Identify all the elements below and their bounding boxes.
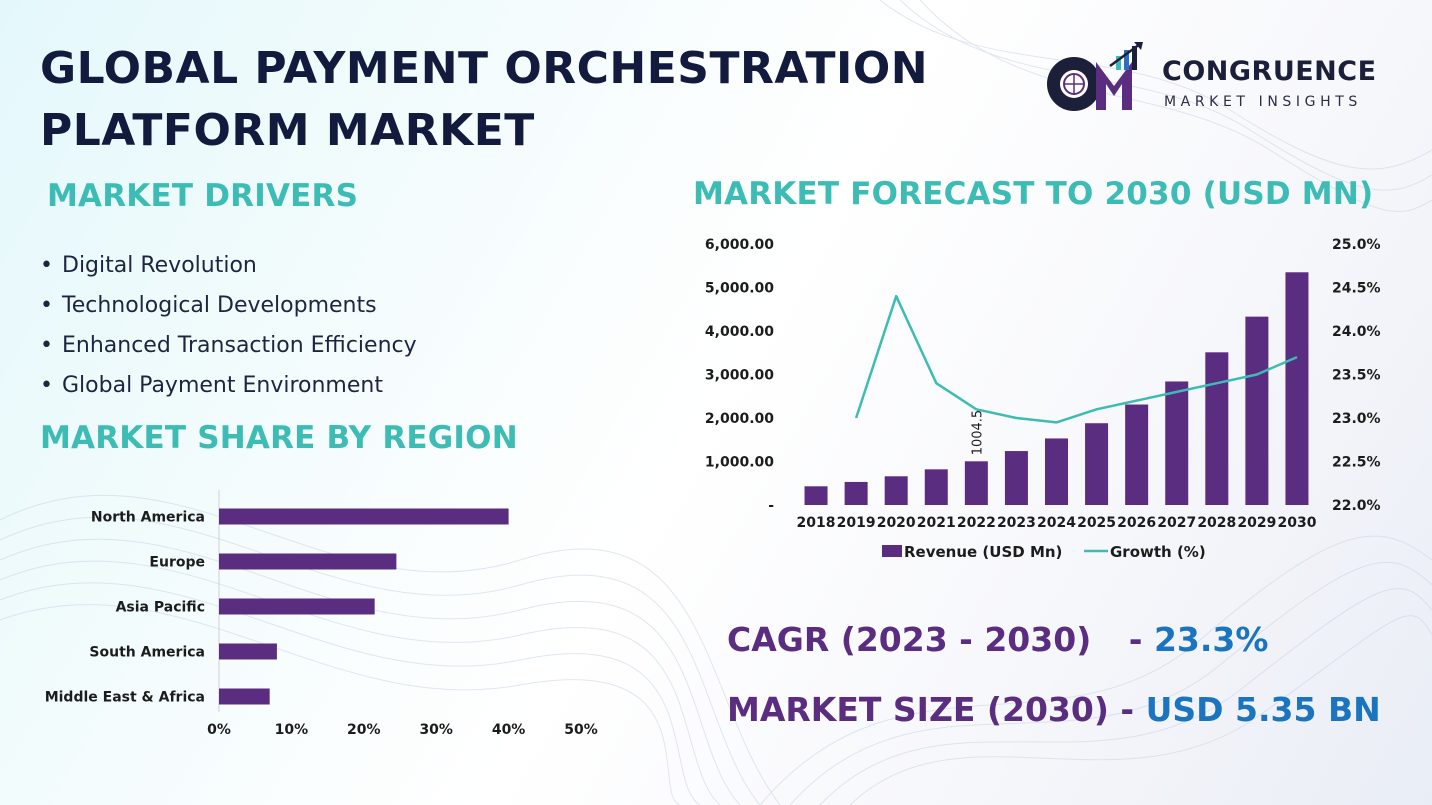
x-tick-label: 2018 xyxy=(797,515,836,531)
cagr-separator: - xyxy=(1128,620,1154,659)
x-tick-label: 2021 xyxy=(917,515,956,531)
cagr-value: 23.3% xyxy=(1153,620,1269,659)
growth-line xyxy=(854,294,1298,424)
y-tick-label: Middle East & Africa xyxy=(45,690,205,706)
x-tick-label: 2019 xyxy=(837,515,876,531)
driver-text: Technological Developments xyxy=(62,293,377,318)
right-y-tick-label: 22.0% xyxy=(1332,498,1381,514)
market-size-label: MARKET SIZE (2030) - xyxy=(727,690,1135,729)
left-y-tick-label: 1,000.00 xyxy=(705,455,774,471)
logo-mark-icon xyxy=(1047,42,1143,111)
revenue-bar xyxy=(1205,352,1229,505)
left-y-tick-label: - xyxy=(768,498,774,514)
cagr-stat: CAGR (2023 - 2030) - 23.3% xyxy=(727,620,1268,659)
bullet-icon: • xyxy=(40,253,53,278)
region-title: MARKET SHARE BY REGION xyxy=(40,420,518,456)
list-item: • Global Payment Environment xyxy=(40,368,417,408)
right-y-tick-label: 22.5% xyxy=(1332,455,1381,471)
cagr-label: CAGR (2023 - 2030) xyxy=(727,620,1092,659)
legend-swatch-revenue xyxy=(882,545,902,557)
forecast-title: MARKET FORECAST TO 2030 (USD MN) xyxy=(693,176,1374,212)
right-y-tick-label: 24.0% xyxy=(1332,324,1381,340)
bullet-icon: • xyxy=(40,373,53,398)
list-item: • Technological Developments xyxy=(40,288,417,328)
x-tick-label: 2027 xyxy=(1157,515,1196,531)
revenue-bar xyxy=(1045,438,1068,505)
x-tick-label: 40% xyxy=(492,722,526,738)
x-tick-label: 2022 xyxy=(957,515,996,531)
x-tick-label: 50% xyxy=(564,722,598,738)
x-tick-label: 0% xyxy=(207,722,231,738)
y-tick-label: Europe xyxy=(149,555,205,571)
bar xyxy=(219,553,397,570)
right-y-tick-label: 24.5% xyxy=(1332,281,1381,297)
logo-name: CONGRUENCE xyxy=(1162,56,1377,87)
revenue-bar xyxy=(1004,451,1028,505)
left-y-tick-label: 4,000.00 xyxy=(705,324,774,340)
logo-subtitle: MARKET INSIGHTS xyxy=(1164,94,1362,110)
x-tick-label: 2024 xyxy=(1037,515,1076,531)
company-logo: CONGRUENCE MARKET INSIGHTS xyxy=(1044,40,1404,120)
right-y-tick-label: 25.0% xyxy=(1332,237,1381,253)
bar xyxy=(219,688,270,705)
bar xyxy=(219,508,509,525)
left-y-tick-label: 3,000.00 xyxy=(705,368,774,384)
x-tick-label: 2023 xyxy=(997,515,1036,531)
y-tick-label: South America xyxy=(89,645,205,661)
legend-label-growth: Growth (%) xyxy=(1110,543,1206,561)
list-item: • Digital Revolution xyxy=(40,248,417,288)
bullet-icon: • xyxy=(40,333,53,358)
right-y-tick-label: 23.5% xyxy=(1332,368,1381,384)
x-tick-label: 2020 xyxy=(877,515,916,531)
revenue-bar xyxy=(1085,423,1109,505)
revenue-bar xyxy=(804,486,828,505)
list-item: • Enhanced Transaction Efficiency xyxy=(40,328,417,368)
left-y-tick-label: 5,000.00 xyxy=(705,281,774,297)
x-tick-label: 2028 xyxy=(1197,515,1236,531)
y-tick-label: North America xyxy=(91,510,205,526)
y-tick-label: Asia Pacific xyxy=(116,600,205,616)
revenue-bar xyxy=(844,481,868,505)
bar xyxy=(219,643,277,660)
x-tick-label: 2029 xyxy=(1237,515,1276,531)
region-bar-chart: North America Europe Asia Pacific South Ame… xyxy=(45,490,598,738)
driver-text: Enhanced Transaction Efficiency xyxy=(62,333,417,358)
bar xyxy=(219,598,375,615)
page-title-line-1: GLOBAL PAYMENT ORCHESTRATION xyxy=(40,43,929,94)
right-y-tick-label: 23.0% xyxy=(1332,411,1381,427)
revenue-bar xyxy=(1125,404,1149,505)
market-size-value: USD 5.35 BN xyxy=(1145,690,1381,729)
revenue-bar xyxy=(1165,381,1189,505)
driver-text: Digital Revolution xyxy=(62,253,257,278)
revenue-bar xyxy=(964,461,988,505)
drivers-title: MARKET DRIVERS xyxy=(47,178,359,214)
drivers-list: • Digital Revolution • Technological Devel… xyxy=(40,248,417,408)
page-title-line-2: PLATFORM MARKET xyxy=(40,105,535,156)
revenue-bar xyxy=(924,469,948,505)
legend-label-revenue: Revenue (USD Mn) xyxy=(904,543,1062,561)
chart-legend: Revenue (USD Mn) Growth (%) xyxy=(882,543,1206,561)
x-tick-label: 2026 xyxy=(1117,515,1156,531)
forecast-combo-chart: - 1,000.00 2,000.00 3,000.00 4,000.00 5,000.0… xyxy=(705,237,1381,561)
x-tick-label: 2030 xyxy=(1277,515,1316,531)
revenue-bar xyxy=(1285,272,1309,505)
page-title: GLOBAL PAYMENT ORCHESTRATION PLATFORM MA… xyxy=(40,38,960,162)
left-y-tick-label: 2,000.00 xyxy=(705,411,774,427)
bullet-icon: • xyxy=(40,293,53,318)
x-tick-label: 20% xyxy=(347,722,381,738)
x-tick-label: 2025 xyxy=(1077,515,1116,531)
market-size-stat: MARKET SIZE (2030) - USD 5.35 BN xyxy=(727,690,1381,729)
left-y-tick-label: 6,000.00 xyxy=(705,237,774,253)
x-tick-label: 30% xyxy=(419,722,453,738)
driver-text: Global Payment Environment xyxy=(62,373,383,398)
data-label: 1004.5 xyxy=(970,410,985,456)
x-tick-label: 10% xyxy=(275,722,309,738)
revenue-bar xyxy=(1245,316,1269,505)
revenue-bar xyxy=(884,476,908,505)
